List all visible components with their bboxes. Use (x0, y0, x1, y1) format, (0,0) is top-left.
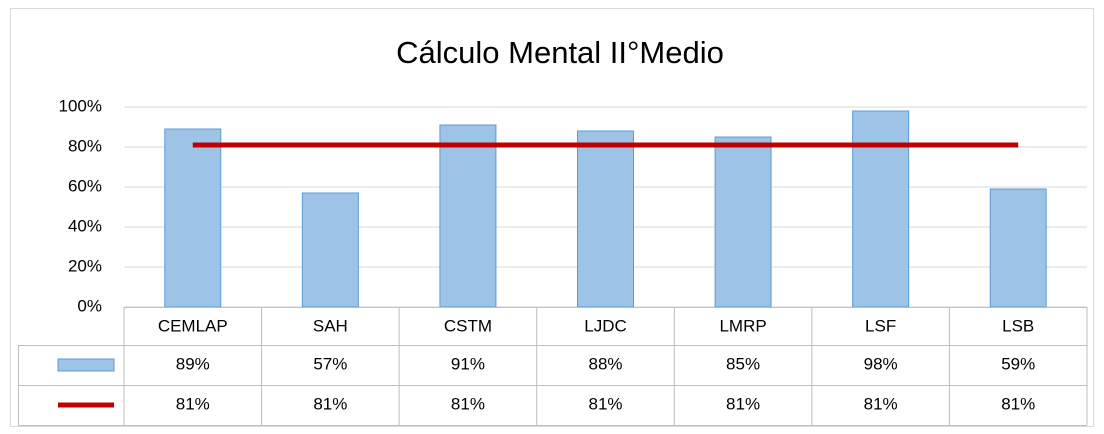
bar (164, 128, 222, 308)
table-value: 81% (1001, 394, 1035, 413)
y-tick-label: 80% (68, 136, 102, 155)
chart-title: Cálculo Mental II°Medio (396, 35, 724, 70)
x-tick-label: CEMLAP (158, 316, 228, 335)
table-value: 98% (864, 354, 898, 373)
y-tick-label: 60% (68, 176, 102, 195)
bar (577, 130, 634, 308)
table-value: 88% (588, 354, 622, 373)
y-tick-label: 100% (59, 96, 102, 115)
table-value: 81% (313, 394, 347, 413)
table-value: 81% (726, 394, 760, 413)
bar (301, 192, 359, 308)
y-tick-label: 20% (68, 256, 102, 275)
legend-key (57, 358, 115, 372)
bar (852, 110, 910, 308)
table-value: 59% (1001, 354, 1035, 373)
x-tick-label: LSF (865, 316, 896, 335)
bar (989, 188, 1047, 308)
table-value: 57% (313, 354, 347, 373)
y-tick-label: 40% (68, 216, 102, 235)
x-tick-label: LJDC (584, 316, 627, 335)
table-value: 81% (176, 394, 210, 413)
table-value: 81% (588, 394, 622, 413)
x-tick-label: LMRP (719, 316, 766, 335)
table-value: 81% (864, 394, 898, 413)
x-tick-label: CSTM (444, 316, 492, 335)
y-tick-label: 0% (77, 296, 102, 315)
x-tick-label: LSB (1002, 316, 1034, 335)
table-value: 89% (176, 354, 210, 373)
x-tick-label: SAH (313, 316, 348, 335)
table-value: 91% (451, 354, 485, 373)
table-value: 81% (451, 394, 485, 413)
table-value: 85% (726, 354, 760, 373)
bar (439, 124, 497, 308)
bar (714, 136, 772, 308)
